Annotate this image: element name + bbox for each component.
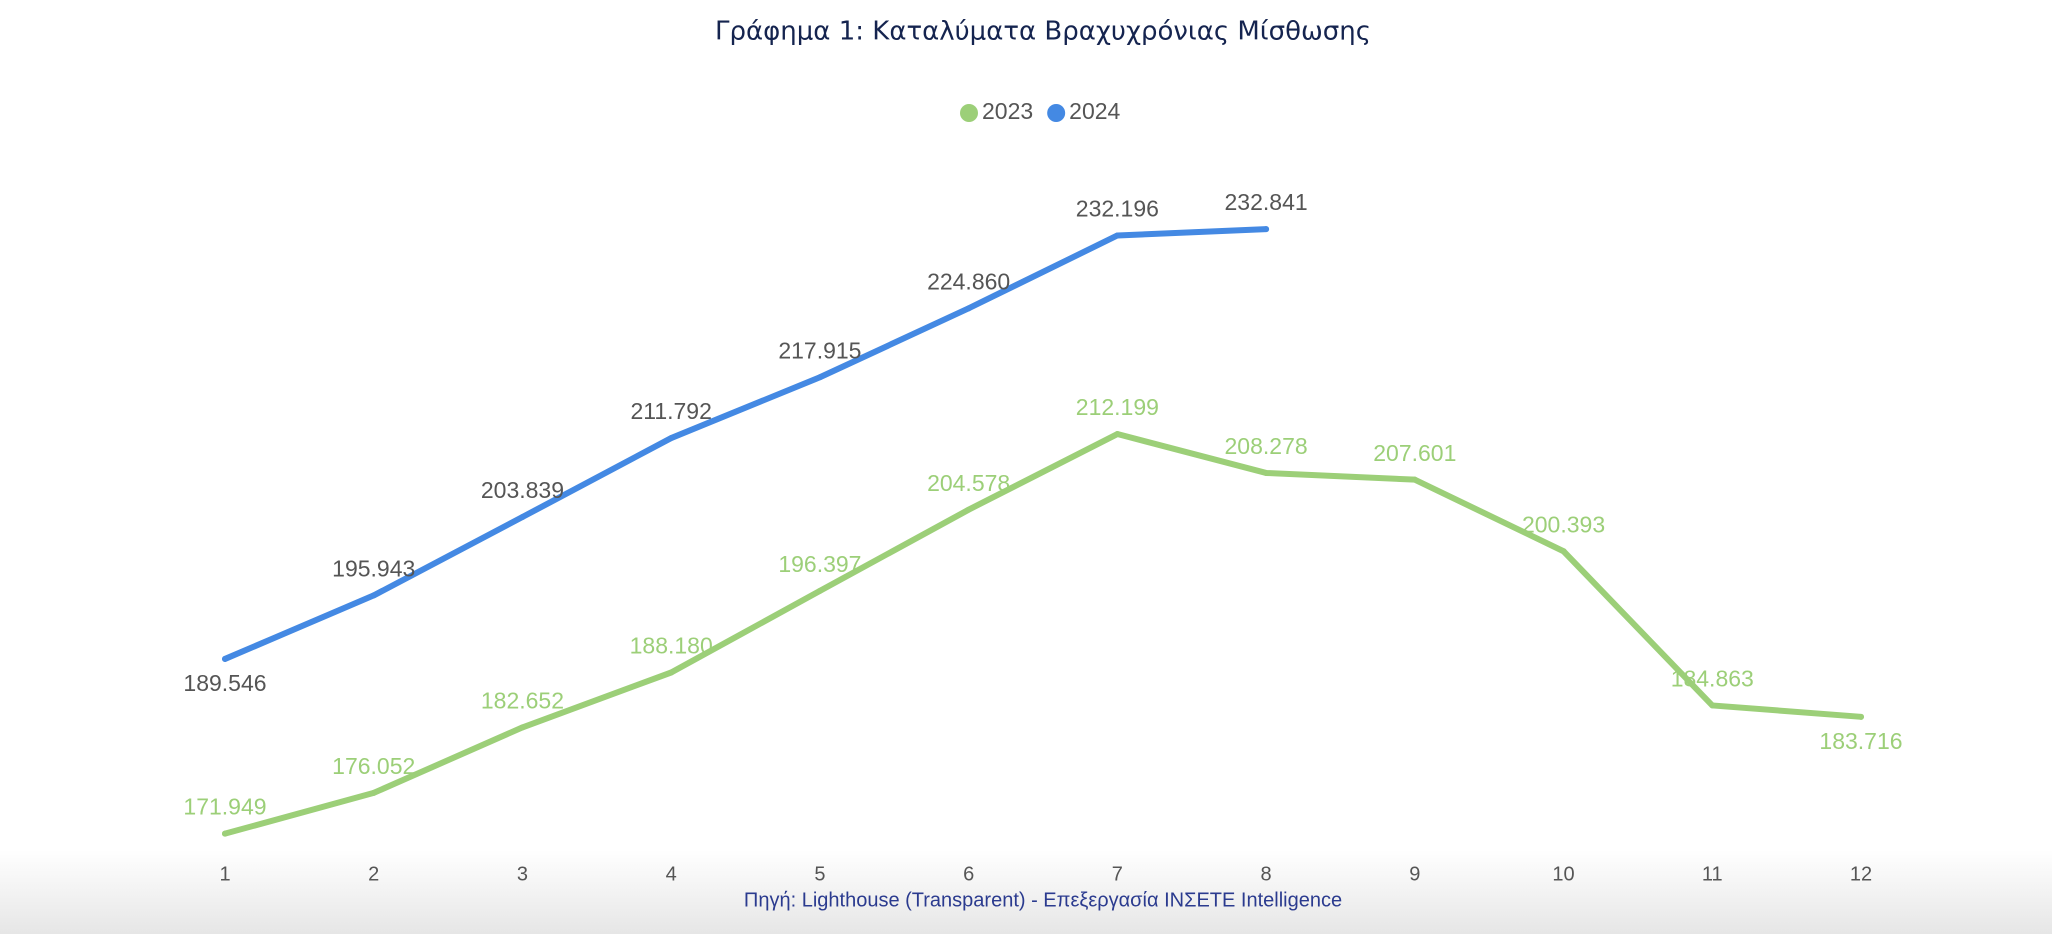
x-tick-label: 12 xyxy=(1850,863,1872,885)
data-label: 176.052 xyxy=(332,753,415,779)
data-label: 224.860 xyxy=(927,268,1010,294)
data-point xyxy=(1114,431,1121,438)
data-point xyxy=(222,655,228,662)
data-label: 207.601 xyxy=(1373,440,1456,466)
data-point xyxy=(668,435,675,442)
data-point xyxy=(816,587,823,594)
data-label: 189.546 xyxy=(183,670,266,696)
data-point xyxy=(222,830,228,837)
legend-label: 2024 xyxy=(1069,98,1120,124)
data-point xyxy=(816,374,823,381)
data-point xyxy=(1263,469,1270,476)
data-label: 211.792 xyxy=(630,398,711,424)
data-label: 188.180 xyxy=(630,633,713,659)
series-line xyxy=(222,431,1864,837)
data-point xyxy=(965,305,972,312)
data-label: 232.841 xyxy=(1225,189,1308,215)
data-point xyxy=(1709,702,1716,709)
data-point xyxy=(519,724,526,731)
x-tick-label: 5 xyxy=(814,863,825,885)
x-tick-label: 10 xyxy=(1552,863,1574,885)
data-label: 232.196 xyxy=(1076,196,1159,222)
data-point xyxy=(370,789,377,796)
series-line xyxy=(222,226,1270,662)
data-label: 196.397 xyxy=(778,551,861,577)
x-tick-label: 11 xyxy=(1702,863,1723,885)
x-tick-label: 6 xyxy=(963,863,974,885)
x-tick-label: 7 xyxy=(1112,863,1123,885)
legend-marker xyxy=(960,104,978,122)
data-label: 203.839 xyxy=(481,477,564,503)
source-note: Πηγή: Lighthouse (Transparent) - Επεξεργ… xyxy=(744,889,1342,911)
data-point xyxy=(1411,476,1418,483)
data-label: 183.716 xyxy=(1819,728,1902,754)
data-point xyxy=(519,514,526,521)
legend-marker xyxy=(1047,104,1066,122)
data-point xyxy=(1560,548,1567,555)
footer-background xyxy=(0,850,2052,934)
x-tick-label: 3 xyxy=(517,863,528,885)
x-tick-label: 8 xyxy=(1261,863,1272,885)
data-label: 184.863 xyxy=(1671,666,1754,692)
data-label: 208.278 xyxy=(1225,433,1308,459)
x-tick-label: 4 xyxy=(666,863,677,885)
data-label: 204.578 xyxy=(927,470,1010,496)
data-point xyxy=(1263,226,1270,233)
data-point xyxy=(1858,713,1864,720)
data-label: 217.915 xyxy=(778,337,861,363)
data-point xyxy=(1114,232,1121,239)
data-label: 171.949 xyxy=(183,794,266,820)
x-tick-label: 9 xyxy=(1409,863,1420,885)
data-point xyxy=(668,669,675,676)
data-point xyxy=(965,506,972,513)
data-point xyxy=(370,592,377,599)
data-label: 182.652 xyxy=(481,687,564,713)
x-tick-label: 1 xyxy=(219,863,230,885)
data-label: 200.393 xyxy=(1522,511,1605,537)
chart-title: Γράφημα 1: Καταλύματα Βραχυχρόνιας Μίσθω… xyxy=(715,17,1371,47)
legend-label: 2023 xyxy=(982,98,1033,124)
data-label: 212.199 xyxy=(1076,394,1159,420)
x-tick-label: 2 xyxy=(368,863,379,885)
data-label: 195.943 xyxy=(332,556,415,582)
